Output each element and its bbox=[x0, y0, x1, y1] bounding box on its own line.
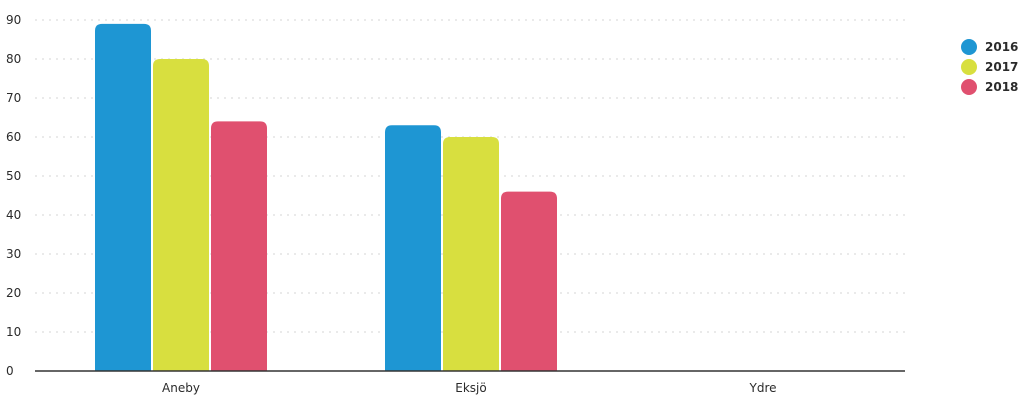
y-tick-label: 30 bbox=[6, 247, 21, 261]
y-tick-label: 80 bbox=[6, 52, 21, 66]
legend-swatch-2017 bbox=[961, 59, 977, 75]
y-tick-label: 10 bbox=[6, 325, 21, 339]
bar-eksjö-2017 bbox=[443, 137, 499, 371]
legend: 2016 2017 2018 bbox=[961, 39, 1018, 95]
y-tick-label: 20 bbox=[6, 286, 21, 300]
legend-label-2017: 2017 bbox=[985, 60, 1018, 74]
y-tick-label: 60 bbox=[6, 130, 21, 144]
y-axis-ticks: 0 10 20 30 40 50 60 70 80 90 bbox=[6, 13, 21, 378]
y-tick-label: 90 bbox=[6, 13, 21, 27]
bar-aneby-2018 bbox=[211, 121, 267, 372]
bar-eksjö-2016 bbox=[385, 125, 441, 371]
legend-swatch-2016 bbox=[961, 39, 977, 55]
x-category-label: Aneby bbox=[162, 381, 200, 395]
x-axis-labels: Aneby Eksjö Ydre bbox=[162, 381, 776, 395]
x-category-label: Eksjö bbox=[455, 381, 486, 395]
legend-label-2016: 2016 bbox=[985, 40, 1018, 54]
legend-swatch-2018 bbox=[961, 79, 977, 95]
y-tick-label: 0 bbox=[6, 364, 14, 378]
bars bbox=[95, 23, 557, 372]
legend-label-2018: 2018 bbox=[985, 80, 1018, 94]
y-tick-label: 40 bbox=[6, 208, 21, 222]
y-tick-label: 50 bbox=[6, 169, 21, 183]
bar-eksjö-2018 bbox=[501, 191, 557, 371]
bar-aneby-2016 bbox=[95, 23, 151, 372]
y-tick-label: 70 bbox=[6, 91, 21, 105]
x-category-label: Ydre bbox=[749, 381, 777, 395]
bar-aneby-2017 bbox=[153, 59, 209, 371]
